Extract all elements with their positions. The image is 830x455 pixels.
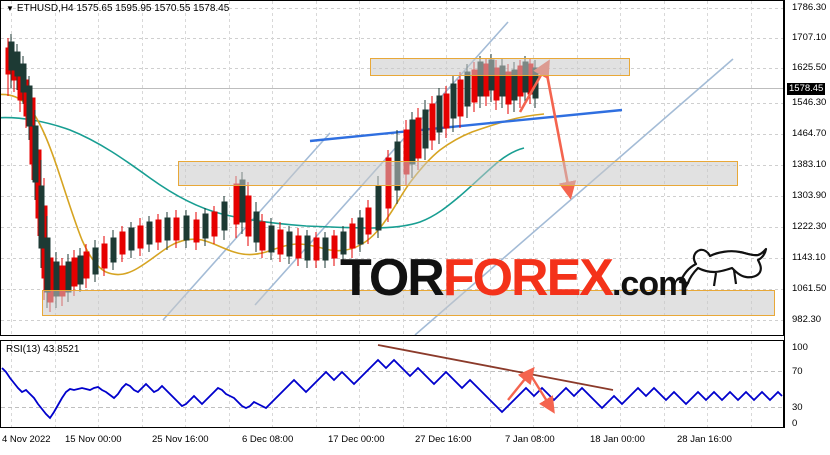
symbol-quote-text: ETHUSD,H4 1575.65 1595.95 1570.55 1578.4… [16,3,230,14]
time-tick: 25 Nov 16:00 [152,434,209,445]
current-price-badge: 1578.45 [787,83,826,95]
price-tick: 1383.10 [792,159,827,170]
time-tick: 27 Dec 16:00 [415,434,472,445]
rsi-indicator-panel[interactable] [0,340,784,428]
price-tick: 1464.70 [792,128,827,139]
time-tick: 15 Nov 00:00 [65,434,122,445]
time-tick: 7 Jan 08:00 [505,434,555,445]
watermark-com: .com [611,265,688,303]
price-tick: 1143.10 [792,252,826,263]
watermark-forex: FOREX [442,249,614,307]
resistance-zone-top[interactable] [370,58,630,76]
watermark-tor: TOR [340,249,445,307]
price-tick: 1707.10 [792,32,827,43]
time-tick: 6 Dec 08:00 [242,434,294,445]
support-zone-bottom[interactable] [42,290,775,316]
bull-icon [678,247,768,291]
symbol-header[interactable]: ▼ ETHUSD,H4 1575.65 1595.95 1570.55 1578.… [6,3,229,14]
price-tick: 1061.50 [792,283,827,294]
rsi-indicator-label: RSI(13) 43.8521 [6,344,80,355]
triangle-down-icon[interactable]: ▼ [6,4,14,13]
price-axis[interactable]: 1786.30 1707.10 1625.50 1578.45 1546.30 … [784,0,830,429]
price-tick: 1303.90 [792,190,827,201]
price-tick: 1786.30 [792,2,827,13]
torforex-watermark: TORFOREX.com [340,249,688,310]
time-tick: 17 Dec 00:00 [328,434,385,445]
rsi-tick: 100 [792,342,808,353]
rsi-tick: 70 [792,366,803,377]
support-zone-mid[interactable] [178,161,738,186]
price-chart-panel[interactable] [0,0,784,336]
rsi-tick: 0 [792,418,798,429]
price-tick: 1625.50 [792,62,827,73]
rsi-tick: 30 [792,402,803,413]
price-tick: 1222.30 [792,221,827,232]
time-tick: 4 Nov 2022 [2,434,51,445]
price-tick: 982.30 [792,314,822,325]
price-tick: 1546.30 [792,97,827,108]
time-tick: 18 Jan 00:00 [590,434,645,445]
time-tick: 28 Jan 16:00 [677,434,732,445]
